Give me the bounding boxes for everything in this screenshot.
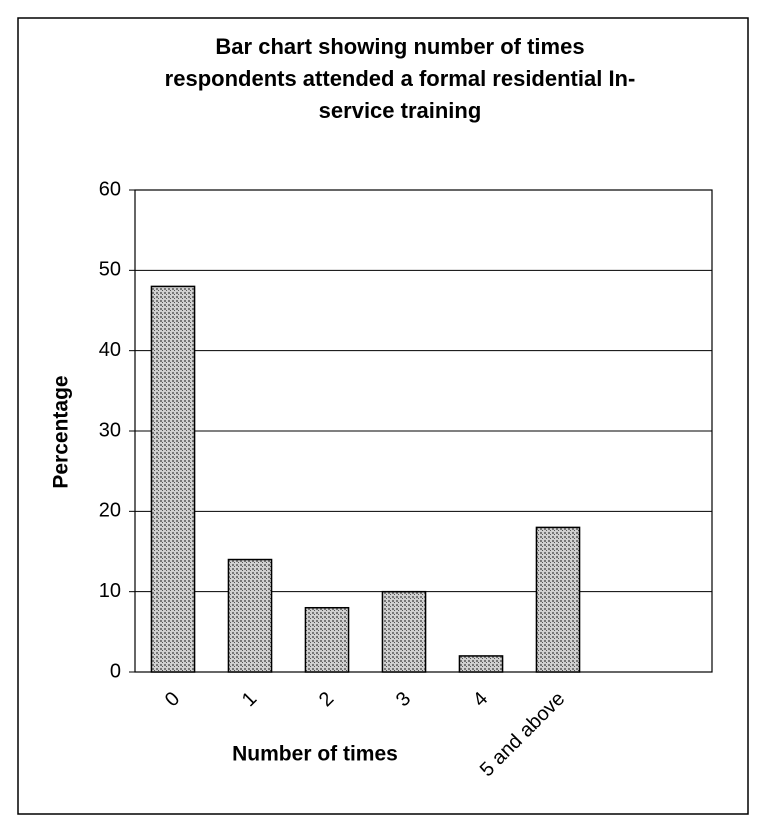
y-tick-label: 0 [110, 660, 121, 682]
x-tick-label: 3 [392, 688, 415, 711]
x-tick-label: 0 [161, 688, 184, 711]
x-tick-label: 1 [238, 688, 261, 711]
y-tick-label: 10 [99, 580, 121, 602]
x-axis-label: Number of times [232, 743, 398, 766]
y-tick-label: 30 [99, 419, 121, 441]
bar [535, 526, 581, 673]
y-axis-label: Percentage [50, 375, 73, 488]
y-tick-label: 20 [99, 500, 121, 522]
y-tick-label: 60 [99, 178, 121, 200]
y-tick-label: 50 [99, 259, 121, 281]
x-tick-label: 4 [469, 688, 492, 711]
bar [458, 655, 504, 673]
bar [304, 606, 350, 673]
bar [227, 558, 273, 673]
bar [150, 285, 196, 673]
chart-title: Bar chart showing number of times [215, 34, 584, 59]
frame [17, 17, 749, 815]
bar [381, 590, 427, 673]
chart-title: respondents attended a formal residentia… [165, 66, 636, 91]
chart-title: service training [319, 98, 482, 123]
x-tick-label: 2 [315, 688, 338, 711]
y-tick-label: 40 [99, 339, 121, 361]
